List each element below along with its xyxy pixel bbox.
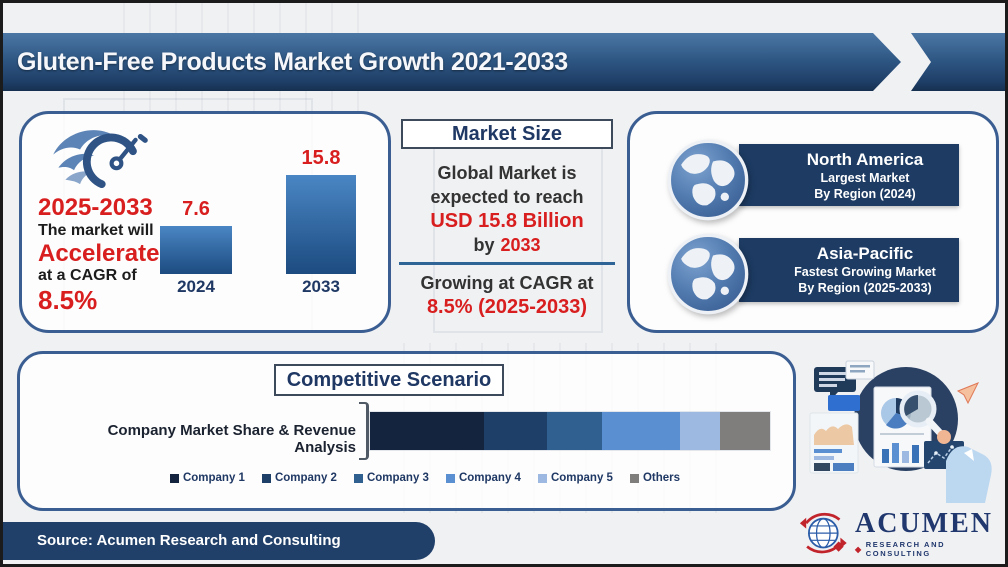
share-segment-company-2 xyxy=(484,412,548,450)
market-value: USD 15.8 Billion xyxy=(430,210,584,232)
region-line-2: By Region (2025-2033) xyxy=(798,281,932,295)
page-title: Gluten-Free Products Market Growth 2021-… xyxy=(17,48,568,76)
legend-swatch xyxy=(629,473,639,483)
acumen-logo: ACUMEN ◆ RESEARCH AND CONSULTING xyxy=(799,503,1005,564)
ms-by-line: by 2033 xyxy=(391,233,623,257)
growth-bar-group: 15.8 2033 xyxy=(286,147,356,300)
growth-panel: 2025-2033 The market will Accelerate at … xyxy=(19,111,391,333)
region-line-1: Largest Market xyxy=(820,171,910,185)
market-share-stacked-bar xyxy=(370,412,770,450)
speedometer-icon xyxy=(53,130,148,189)
logo-globe-icon xyxy=(799,512,847,554)
growth-text-2: at a CAGR of xyxy=(38,267,137,284)
growth-highlight: Accelerate xyxy=(38,240,160,267)
market-size-heading: Market Size xyxy=(401,119,613,149)
share-segment-others xyxy=(720,412,770,450)
competitive-panel: Competitive Scenario Company Market Shar… xyxy=(17,351,796,511)
regions-panel: North America Largest Market By Region (… xyxy=(627,111,999,333)
bar-year-label: 2024 xyxy=(177,277,215,296)
bracket xyxy=(359,402,369,460)
logo-brand: ACUMEN xyxy=(855,508,993,539)
analysis-illustration xyxy=(809,360,992,503)
legend-swatch xyxy=(353,473,363,483)
banner-arrow xyxy=(911,33,1005,91)
region-name: Asia-Pacific xyxy=(816,244,914,263)
legend-swatch xyxy=(261,473,271,483)
share-segment-company-3 xyxy=(547,412,602,450)
forecast-period: 2025-2033 xyxy=(38,194,153,221)
legend-item: Company 4 xyxy=(445,472,521,484)
bar-value-label: 15.8 xyxy=(301,147,341,169)
source-bar: Source: Acumen Research and Consulting xyxy=(3,522,435,560)
divider xyxy=(399,262,615,265)
growth-text-1: The market will xyxy=(38,222,154,239)
diamond-icon: ◆ xyxy=(855,544,863,554)
by-year: 2033 xyxy=(500,235,541,255)
share-segment-company-4 xyxy=(601,412,681,450)
legend-swatch xyxy=(169,473,179,483)
region-name: North America xyxy=(806,150,924,169)
bar-year-label: 2033 xyxy=(302,277,340,296)
legend-swatch xyxy=(537,473,547,483)
ms-line-2: expected to reach xyxy=(430,187,584,207)
competitive-heading: Competitive Scenario xyxy=(274,364,504,396)
bar-value-label: 7.6 xyxy=(182,198,210,220)
title-banner xyxy=(3,33,901,91)
ms-line-1: Global Market is xyxy=(437,163,577,183)
growing-cagr-value: 8.5% (2025-2033) xyxy=(426,296,588,318)
cagr-value: 8.5% xyxy=(38,285,98,315)
legend-item: Others xyxy=(629,472,680,484)
logo-tagline: ◆ RESEARCH AND CONSULTING xyxy=(855,540,946,558)
region-banner-north-america: North America Largest Market By Region (… xyxy=(739,144,959,206)
globe-icon xyxy=(667,139,749,221)
share-segment-company-5 xyxy=(680,412,721,450)
logo-text: ACUMEN ◆ RESEARCH AND CONSULTING xyxy=(855,508,1005,559)
bar-2024 xyxy=(160,226,232,274)
legend-swatch xyxy=(445,473,455,483)
growth-bar-group: 7.6 2024 xyxy=(160,198,232,300)
region-line-2: By Region (2024) xyxy=(814,187,916,201)
by-label: by xyxy=(473,235,495,255)
region-banner-asia-pacific: Asia-Pacific Fastest Growing Market By R… xyxy=(739,238,959,302)
legend-item: Company 1 xyxy=(169,472,245,484)
share-segment-company-1 xyxy=(370,412,485,450)
legend-item: Company 3 xyxy=(353,472,429,484)
growing-cagr-label: Growing at CAGR at xyxy=(420,273,594,293)
bar-2033 xyxy=(286,175,356,274)
region-line-1: Fastest Growing Market xyxy=(794,265,936,279)
legend-item: Company 2 xyxy=(261,472,337,484)
share-analysis-label: Company Market Share & Revenue Analysis xyxy=(107,422,356,456)
legend-item: Company 5 xyxy=(537,472,613,484)
market-size-statement: Global Market is expected to reach USD 1… xyxy=(391,161,623,257)
globe-icon xyxy=(667,233,749,315)
legend: Company 1 Company 2 Company 3 Company 4 … xyxy=(90,472,760,484)
